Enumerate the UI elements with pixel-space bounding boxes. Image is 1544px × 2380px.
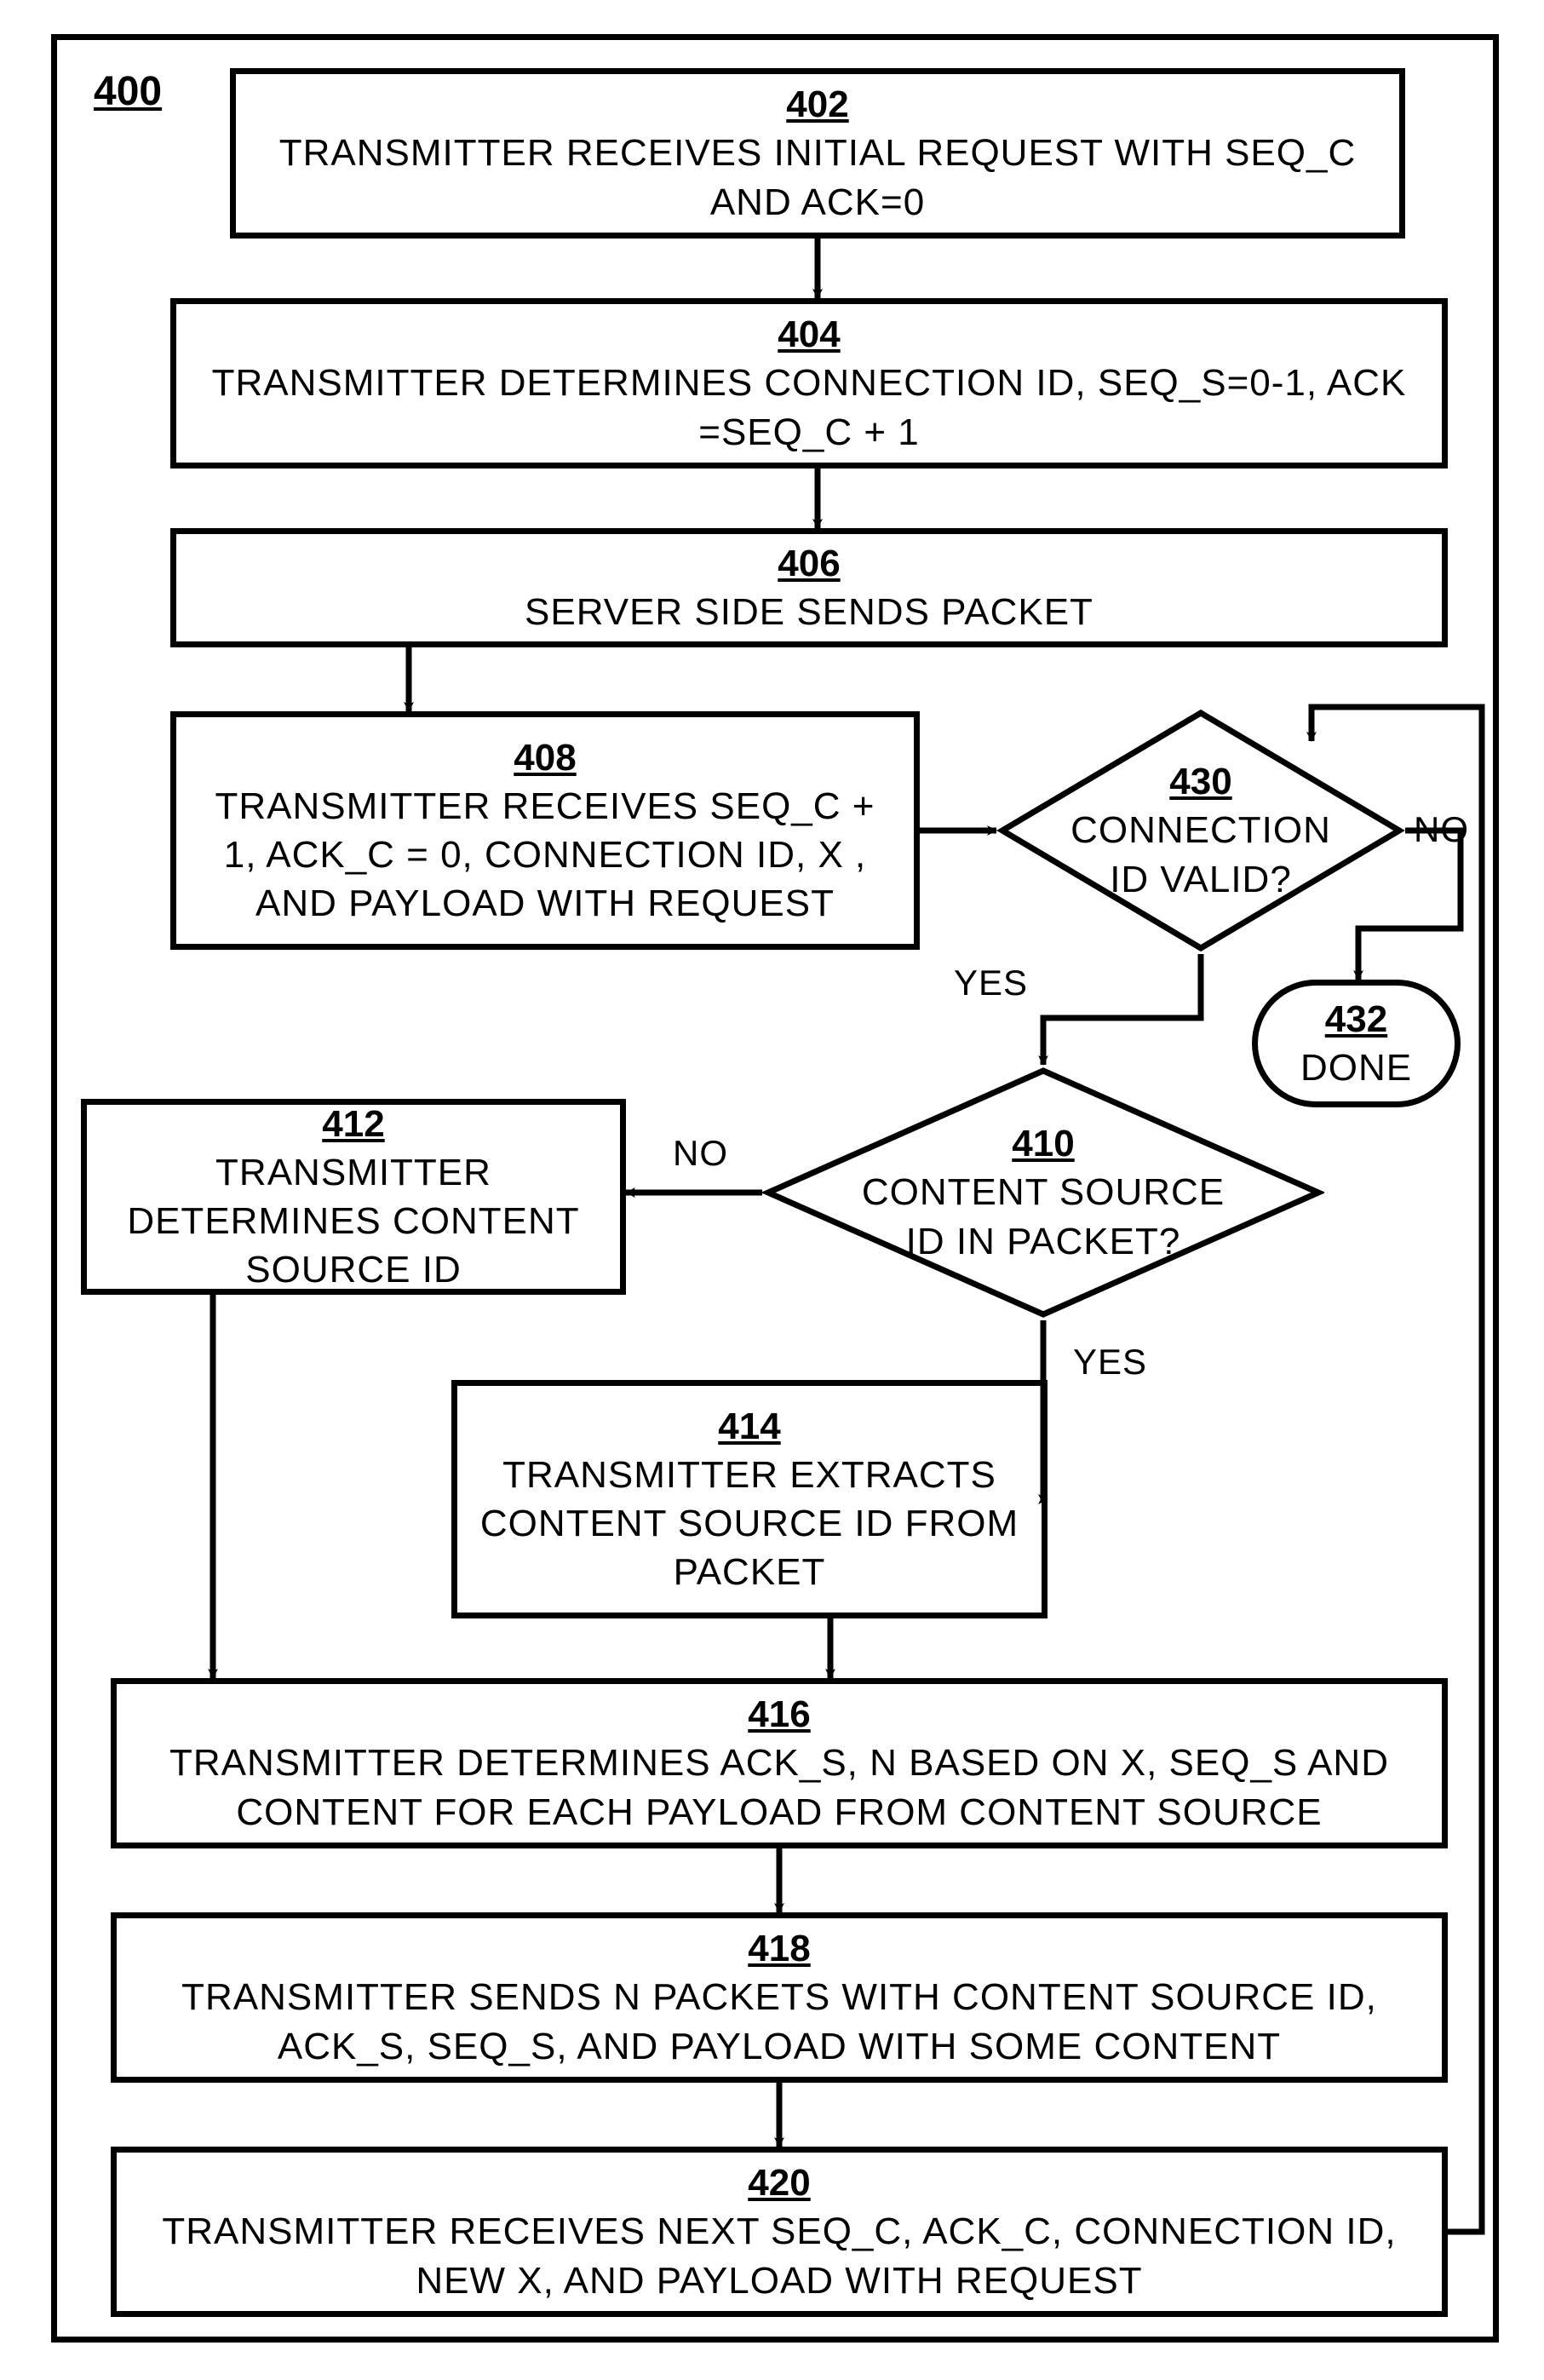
- node-text: TRANSMITTER RECEIVES SEQ_C + 1, ACK_C = …: [193, 782, 897, 928]
- node-id: 406: [778, 539, 840, 588]
- edge-label-yes: YES: [1073, 1342, 1147, 1383]
- node-text: CONTENT SOURCE ID IN PACKET?: [841, 1168, 1245, 1265]
- process-414: 414TRANSMITTER EXTRACTS CONTENT SOURCE I…: [451, 1380, 1048, 1618]
- node-id: 404: [778, 310, 840, 359]
- node-id: 418: [748, 1924, 810, 1973]
- decision-410: 410CONTENT SOURCE ID IN PACKET?: [762, 1065, 1324, 1320]
- process-404: 404TRANSMITTER DETERMINES CONNECTION ID,…: [170, 298, 1448, 469]
- node-id: 416: [748, 1690, 810, 1739]
- decision-430: 430CONNECTION ID VALID?: [996, 707, 1405, 954]
- process-408: 408TRANSMITTER RECEIVES SEQ_C + 1, ACK_C…: [170, 711, 920, 950]
- node-text: CONNECTION ID VALID?: [1053, 806, 1348, 903]
- node-text: SERVER SIDE SENDS PACKET: [525, 588, 1093, 636]
- process-416: 416TRANSMITTER DETERMINES ACK_S, N BASED…: [111, 1678, 1448, 1848]
- node-id: 402: [786, 80, 848, 129]
- node-id: 430: [1169, 757, 1231, 806]
- process-406: 406SERVER SIDE SENDS PACKET: [170, 528, 1448, 647]
- node-id: 412: [322, 1100, 384, 1148]
- node-text: TRANSMITTER DETERMINES CONTENT SOURCE ID: [104, 1148, 603, 1295]
- figure-id-label: 400: [94, 68, 162, 115]
- node-id: 414: [718, 1402, 780, 1451]
- node-text: TRANSMITTER DETERMINES ACK_S, N BASED ON…: [134, 1739, 1425, 1836]
- node-id: 432: [1325, 995, 1387, 1043]
- process-402: 402TRANSMITTER RECEIVES INITIAL REQUEST …: [230, 68, 1405, 239]
- process-412: 412TRANSMITTER DETERMINES CONTENT SOURCE…: [81, 1099, 626, 1295]
- process-420: 420TRANSMITTER RECEIVES NEXT SEQ_C, ACK_…: [111, 2147, 1448, 2317]
- node-text: TRANSMITTER DETERMINES CONNECTION ID, SE…: [193, 359, 1425, 456]
- process-418: 418TRANSMITTER SENDS N PACKETS WITH CONT…: [111, 1912, 1448, 2083]
- node-text: TRANSMITTER RECEIVES INITIAL REQUEST WIT…: [253, 129, 1382, 226]
- flowchart-canvas: 400 402TRANSMITTER RECEIVES INITIAL REQU…: [0, 0, 1544, 2380]
- node-id: 420: [748, 2159, 810, 2207]
- edge-label-no: NO: [673, 1133, 728, 1174]
- edge-label-no: NO: [1414, 809, 1469, 850]
- node-text: TRANSMITTER RECEIVES NEXT SEQ_C, ACK_C, …: [134, 2207, 1425, 2304]
- node-id: 410: [1012, 1119, 1074, 1168]
- node-text: TRANSMITTER EXTRACTS CONTENT SOURCE ID F…: [474, 1451, 1025, 1597]
- node-id: 408: [514, 733, 576, 782]
- node-text: TRANSMITTER SENDS N PACKETS WITH CONTENT…: [134, 1973, 1425, 2070]
- edge-label-yes: YES: [954, 963, 1028, 1003]
